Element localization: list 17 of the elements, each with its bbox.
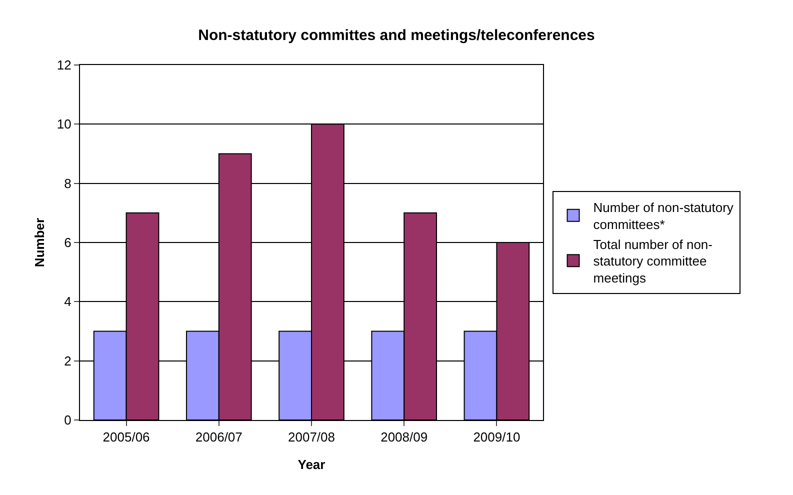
y-tick-label: 10: [56, 116, 72, 132]
y-tick-label: 12: [56, 58, 72, 73]
chart-title: Non-statutory committes and meetings/teleconferences: [198, 27, 595, 44]
y-tick-label: 6: [64, 235, 72, 250]
y-tick-label: 4: [64, 294, 72, 310]
x-tick-label: 2009/10: [473, 430, 520, 445]
x-tick-label: 2005/06: [102, 430, 150, 445]
y-axis-title: Number: [32, 218, 47, 268]
x-tick-label: 2006/07: [195, 430, 242, 445]
x-axis-title: Year: [298, 457, 326, 472]
y-tick-label: 8: [64, 176, 72, 191]
legend-label: Total number of non-statutory committee meetings: [593, 236, 712, 286]
x-tick-label: 2007/08: [288, 430, 335, 445]
y-tick-label: 2: [64, 353, 72, 368]
x-tick-label: 2008/09: [380, 430, 428, 445]
y-tick-label: 0: [64, 412, 72, 428]
legend-label: Number of non-statutory committees*: [593, 200, 734, 232]
